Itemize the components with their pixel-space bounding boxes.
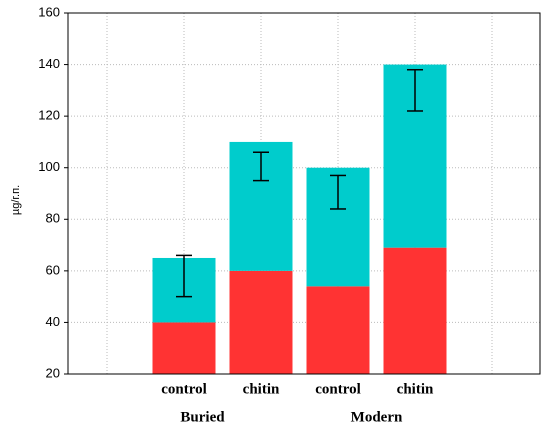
error-bar xyxy=(330,174,346,210)
error-bar xyxy=(407,68,423,112)
bar-segment xyxy=(229,270,293,374)
plot-frame xyxy=(67,12,541,375)
group-label: Buried xyxy=(180,409,225,425)
y-tick-label: 20 xyxy=(46,365,60,380)
x-tick-label: control xyxy=(161,381,207,397)
y-tick-label: 60 xyxy=(46,262,60,277)
x-tick-label: control xyxy=(315,381,361,397)
bar-segment xyxy=(383,247,447,374)
y-tick-label: 140 xyxy=(38,56,60,71)
y-tick-label: 120 xyxy=(38,108,60,123)
x-tick-label: chitin xyxy=(397,381,434,397)
bar-segment xyxy=(306,286,370,374)
group-label: Modern xyxy=(351,409,403,425)
bar-segment xyxy=(152,322,216,374)
error-bar xyxy=(253,151,269,182)
y-tick-label: 160 xyxy=(38,4,60,19)
y-tick-label: 80 xyxy=(46,211,60,226)
y-axis-label: µg/г.п. xyxy=(10,185,22,215)
y-tick-label: 40 xyxy=(46,314,60,329)
x-tick-label: chitin xyxy=(243,381,280,397)
y-tick-label: 100 xyxy=(38,159,60,174)
error-bar xyxy=(176,254,192,298)
